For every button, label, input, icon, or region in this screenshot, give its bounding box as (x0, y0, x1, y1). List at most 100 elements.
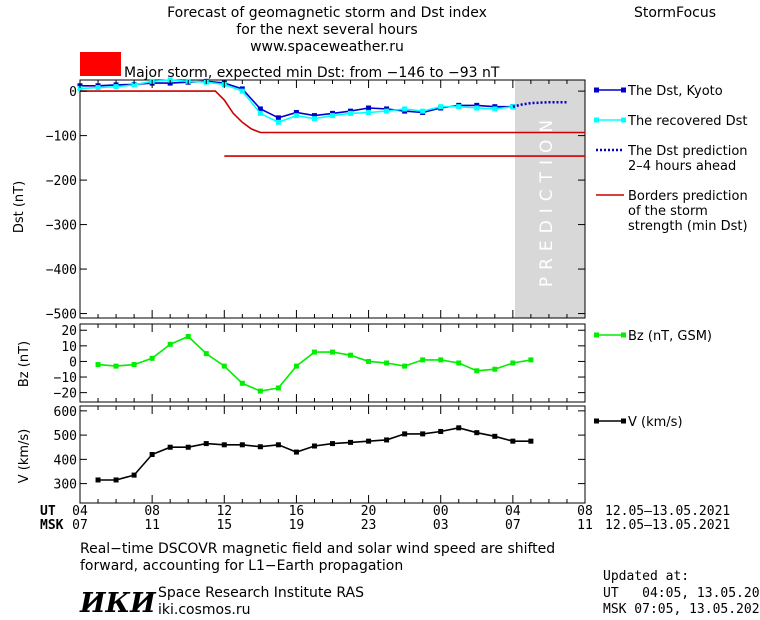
dst-point (293, 113, 299, 119)
msk-tick-label: 15 (216, 518, 232, 533)
updated-msk: MSK 07:05, 13.05.2021 (603, 602, 760, 617)
v-point (113, 477, 119, 483)
bz-point (366, 358, 372, 364)
bz-y-label: Bz (nT) (17, 341, 32, 387)
dst-point (77, 85, 83, 91)
dst-point (293, 109, 299, 115)
institute-name: Space Research Institute RAS (158, 585, 364, 601)
dst-point (113, 84, 119, 90)
bz-series-line-0 (97, 335, 532, 392)
legend-label: 2–4 hours ahead (628, 159, 736, 174)
legend-marker (594, 418, 599, 424)
v-point (492, 433, 498, 439)
legend-marker (621, 87, 626, 93)
bz-point (348, 352, 354, 358)
v-point (257, 444, 263, 450)
ut-tick-label: 08 (577, 504, 593, 519)
legend-label: The Dst prediction (627, 144, 748, 159)
v-panel-frame (79, 405, 586, 504)
dst-point (239, 88, 245, 94)
ut-tick-label: 12 (216, 504, 232, 519)
bz-point (203, 351, 209, 357)
v-point (275, 442, 281, 448)
msk-tick-label: 07 (72, 518, 88, 533)
bz-plot (95, 333, 534, 394)
dst-point (384, 108, 390, 114)
bz-point (420, 357, 426, 363)
dst-y-label: Dst (nT) (12, 181, 27, 233)
msk-tick-label: 07 (505, 518, 521, 533)
v-point (131, 472, 137, 478)
dst-plot (77, 77, 585, 157)
dst-point (474, 102, 480, 108)
dst-point (275, 115, 281, 121)
ut-tick-label: 16 (289, 504, 305, 519)
legend-label: Bz (nT, GSM) (628, 329, 712, 344)
bz-point (456, 360, 462, 366)
bz-ytick-label: 10 (61, 340, 77, 355)
note-line1: Real−time DSCOVR magnetic field and sola… (80, 541, 555, 557)
storm-text: Major storm, expected min Dst: from −146… (124, 65, 500, 81)
v-point (456, 425, 462, 431)
bz-point (239, 380, 245, 386)
v-point (348, 439, 354, 445)
dst-point (438, 104, 444, 110)
dst-y-axis: 0 −100 −200 −300 −400 −500 (46, 80, 586, 323)
prediction-region (515, 80, 585, 318)
v-point (438, 428, 444, 434)
dst-point (492, 106, 498, 112)
bz-ytick-label: 20 (61, 324, 77, 339)
brand-label: StormFocus (634, 5, 716, 21)
msk-tick-label: 11 (144, 518, 160, 533)
legend-marker (594, 117, 599, 123)
dst-point (131, 82, 137, 88)
dst-point (510, 104, 516, 110)
bz-point (492, 366, 498, 372)
v-point (311, 443, 317, 449)
bz-legend: Bz (nT, GSM) (594, 329, 712, 344)
legend-marker (621, 332, 626, 338)
legend-label: Borders prediction (628, 189, 748, 204)
dst-ytick-label: −100 (46, 130, 77, 145)
v-legend: V (km/s) (594, 415, 683, 430)
dst-point (348, 110, 354, 116)
bz-point (167, 341, 173, 347)
bz-point (221, 363, 227, 369)
bz-point (510, 360, 516, 366)
bz-point (131, 362, 137, 368)
legend-label: The recovered Dst (627, 114, 747, 129)
dst-point (275, 119, 281, 125)
v-point (330, 441, 335, 447)
v-point (239, 442, 245, 448)
bz-point (330, 349, 335, 355)
msk-tick-label: 19 (289, 518, 305, 533)
ut-tick-label: 04 (72, 504, 88, 519)
dst-point (95, 85, 101, 91)
bz-point (113, 363, 119, 369)
bz-point (185, 333, 191, 339)
ut-tick-label: 04 (505, 504, 521, 519)
dst-point (366, 109, 372, 115)
bz-ytick-label: −20 (54, 387, 77, 402)
v-series-line-0 (98, 426, 531, 481)
v-point (149, 452, 155, 457)
dst-point (330, 113, 335, 119)
dst-point (311, 116, 317, 122)
legend-label: strength (min Dst) (628, 219, 748, 234)
legend-marker (621, 418, 626, 424)
dst-point (456, 104, 462, 110)
dst-point (420, 108, 426, 114)
dst-series-line-3 (80, 90, 585, 134)
v-ytick-label: 400 (54, 453, 77, 468)
iki-logo: ИКИ (79, 588, 157, 619)
dst-ytick-label: −400 (46, 263, 77, 278)
bz-point (149, 355, 155, 361)
legend-label: The Dst, Kyoto (627, 84, 723, 99)
bz-point (384, 360, 390, 366)
institute-url[interactable]: iki.cosmos.ru (158, 602, 250, 618)
updated-label: Updated at: (603, 569, 689, 584)
ut-label: UT (40, 504, 56, 519)
bz-point (438, 357, 444, 363)
updated-ut: UT 04:05, 13.05.2021 (603, 586, 760, 601)
